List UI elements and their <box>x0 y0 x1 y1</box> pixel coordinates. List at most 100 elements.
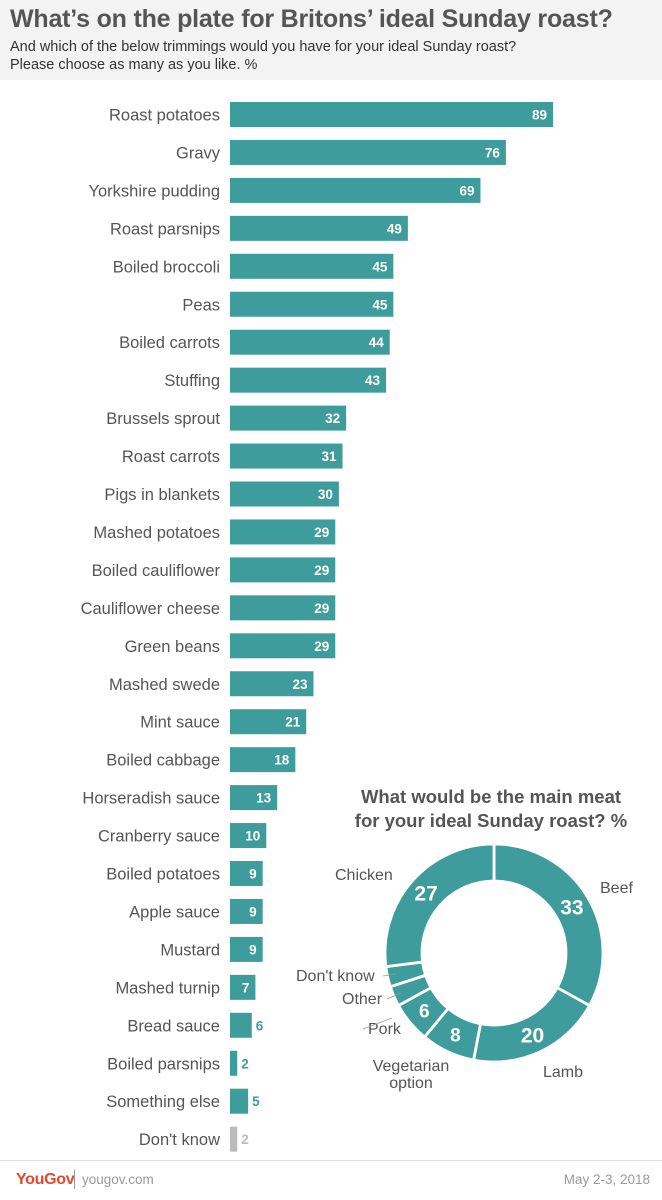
bar-value-cranberry-sauce: 10 <box>245 829 260 844</box>
footer-divider <box>0 1160 662 1161</box>
donut-title-line-1: What would be the main meat <box>361 786 621 807</box>
category-label-mashed-swede: Mashed swede <box>109 676 220 694</box>
footer-site: yougov.com <box>82 1172 154 1187</box>
category-label-boiled-broccoli: Boiled broccoli <box>113 258 220 276</box>
bar-stuffing <box>230 367 387 393</box>
category-label-boiled-cauliflower: Boiled cauliflower <box>92 562 221 580</box>
bar-value-roast-parsnips: 49 <box>387 221 402 236</box>
footer-separator <box>74 1170 75 1189</box>
category-label-don-t-know: Don't know <box>139 1131 220 1149</box>
donut-label-chicken: Chicken <box>335 867 393 884</box>
category-label-something-else: Something else <box>106 1093 220 1111</box>
subtitle-line-1: And which of the below trimmings would y… <box>10 39 517 55</box>
category-label-mint-sauce: Mint sauce <box>140 714 220 732</box>
bar-value-boiled-broccoli: 45 <box>372 259 388 274</box>
donut-value-lamb: 20 <box>521 1024 544 1047</box>
yougov-logo: YouGov <box>16 1171 75 1188</box>
chart-area: Roast potatoes 8 9 Gravy 76 Yorkshire pudding… <box>81 102 633 1152</box>
bar-pigs-in-blankets <box>230 481 339 507</box>
bar-value-boiled-parsnips: 2 <box>241 1056 249 1071</box>
category-label-apple-sauce: Apple sauce <box>129 903 220 921</box>
category-label-cranberry-sauce: Cranberry sauce <box>98 828 220 846</box>
donut-label-pork: Pork <box>368 1021 402 1038</box>
bar-mint-sauce <box>230 709 307 735</box>
bar-boiled-potatoes <box>230 861 263 886</box>
bar-apple-sauce <box>230 898 263 924</box>
bar-value-mustard: 9 <box>249 942 257 957</box>
bar-mashed-potatoes <box>230 519 336 545</box>
donut-leader-line <box>382 973 397 977</box>
category-label-yorkshire-pudding: Yorkshire pudding <box>89 182 220 200</box>
donut-slice-beef <box>492 842 605 1008</box>
donut-value-pork: 6 <box>419 1002 430 1023</box>
category-label-brussels-sprout: Brussels sprout <box>106 410 220 428</box>
category-label-stuffing: Stuffing <box>164 372 220 390</box>
header: What’s on the plate for Britons’ ideal S… <box>0 0 662 80</box>
bar-value-stuffing: 43 <box>365 373 381 388</box>
bar-boiled-cauliflower <box>230 557 336 583</box>
chart-title: What’s on the plate for Britons’ ideal S… <box>10 5 613 33</box>
bar-value-green-beans: 29 <box>314 639 329 654</box>
category-label-peas: Peas <box>182 296 220 314</box>
bar-peas <box>230 291 394 317</box>
bar-roast-carrots <box>230 443 343 469</box>
donut-leader-line <box>386 992 402 1000</box>
donut-label-vegetarian-option-line-1: Vegetarian <box>373 1058 450 1075</box>
footer-date: May 2-3, 2018 <box>563 1172 650 1187</box>
bar-boiled-carrots <box>230 329 390 355</box>
bar-value-roast-carrots: 31 <box>321 449 337 464</box>
subtitle-line-2: Please choose as many as you like. % <box>10 57 258 73</box>
bar-roast-potatoes <box>230 102 554 127</box>
bar-don-t-know <box>230 1126 238 1152</box>
donut-value-vegetarian-option: 8 <box>450 1026 461 1047</box>
category-label-bread-sauce: Bread sauce <box>127 1017 220 1035</box>
category-label-roast-potatoes: Roast potatoes <box>109 107 220 125</box>
bar-mustard <box>230 936 263 962</box>
bar-boiled-parsnips <box>230 1050 238 1076</box>
category-label-mashed-turnip: Mashed turnip <box>115 979 220 997</box>
donut-title-line-2: for your ideal Sunday roast? % <box>355 810 627 831</box>
bar-roast-parsnips <box>230 215 408 241</box>
category-label-roast-carrots: Roast carrots <box>122 448 220 466</box>
chart-subtitle: And which of the below trimmings would y… <box>10 38 655 74</box>
category-label-boiled-cabbage: Boiled cabbage <box>106 752 220 770</box>
donut-chart: What would be the main meat for your idea… <box>296 786 633 1092</box>
bar-green-beans <box>230 633 336 659</box>
bar-boiled-broccoli <box>230 253 394 279</box>
bar-value-gravy: 76 <box>485 145 501 160</box>
bar-value-something-else: 5 <box>252 1094 260 1109</box>
bar-value-peas: 45 <box>372 297 388 312</box>
donut-slice-chicken <box>383 842 496 969</box>
bar-boiled-cabbage <box>230 747 296 773</box>
bar-cauliflower-cheese <box>230 595 336 621</box>
donut-label-vegetarian-option-line-2: option <box>389 1075 433 1092</box>
donut-label-lamb: Lamb <box>543 1064 583 1081</box>
bar-cranberry-sauce <box>230 823 267 849</box>
category-label-cauliflower-cheese: Cauliflower cheese <box>81 600 220 618</box>
category-label-green-beans: Green beans <box>125 638 220 656</box>
bar-value-horseradish-sauce: 13 <box>256 791 272 806</box>
bar-value-boiled-cauliflower: 29 <box>314 563 329 578</box>
bar-value-boiled-potatoes: 9 <box>249 867 257 882</box>
bar-value-mashed-swede: 23 <box>292 677 308 692</box>
donut-value-beef: 33 <box>560 896 583 919</box>
bar-horseradish-sauce <box>230 785 278 811</box>
bar-gravy <box>230 139 506 165</box>
donut-label-beef: Beef <box>600 880 633 897</box>
bar-value-bread-sauce: 6 <box>256 1018 264 1033</box>
bar-value-brussels-sprout: 32 <box>325 411 340 426</box>
bar-value-yorkshire-pudding: 69 <box>459 183 474 198</box>
bar-mashed-turnip <box>230 974 256 1000</box>
bar-value-boiled-carrots: 44 <box>369 335 385 350</box>
donut-label-don-t-know: Don't know <box>296 968 375 985</box>
bar-value-mint-sauce: 21 <box>285 715 301 730</box>
category-label-gravy: Gravy <box>176 144 221 162</box>
bar-value-apple-sauce: 9 <box>249 904 257 919</box>
donut-leader-line <box>362 1017 393 1030</box>
category-label-mashed-potatoes: Mashed potatoes <box>93 524 220 542</box>
bar-value-pigs-in-blankets: 30 <box>318 487 333 502</box>
category-label-boiled-potatoes: Boiled potatoes <box>106 866 220 884</box>
donut-label-other: Other <box>342 991 383 1008</box>
bar-brussels-sprout <box>230 405 347 431</box>
category-label-boiled-parsnips: Boiled parsnips <box>107 1055 220 1073</box>
